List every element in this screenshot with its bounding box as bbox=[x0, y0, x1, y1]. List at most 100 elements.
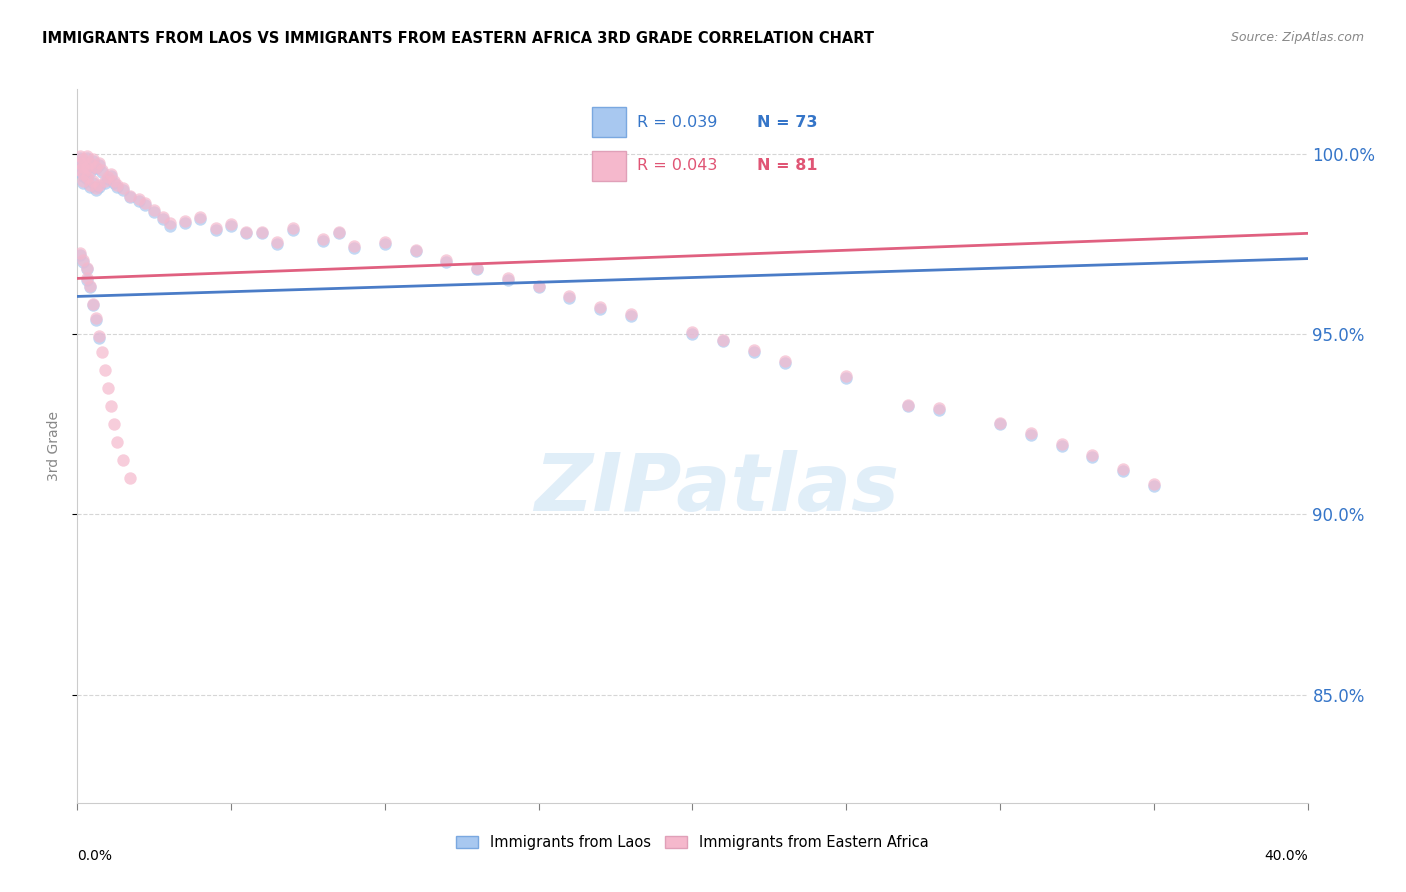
Point bbox=[143, 204, 166, 219]
Text: ZIPatlas: ZIPatlas bbox=[534, 450, 900, 528]
Point bbox=[69, 165, 91, 179]
Point bbox=[897, 398, 920, 412]
Point bbox=[436, 255, 458, 269]
Point bbox=[103, 417, 125, 432]
Point bbox=[90, 165, 114, 179]
Point bbox=[219, 218, 242, 232]
Point bbox=[620, 308, 643, 322]
Point bbox=[76, 271, 98, 285]
Point bbox=[90, 163, 114, 178]
Point bbox=[103, 174, 125, 188]
Point bbox=[682, 326, 704, 340]
Point bbox=[134, 197, 156, 211]
Point bbox=[84, 313, 107, 327]
Point bbox=[72, 255, 94, 269]
Point bbox=[76, 149, 98, 163]
Point bbox=[1081, 450, 1104, 464]
Point bbox=[69, 151, 91, 165]
Point bbox=[558, 289, 581, 303]
Point bbox=[374, 237, 396, 252]
Point bbox=[76, 161, 98, 176]
Point bbox=[82, 296, 104, 310]
Legend: Immigrants from Laos, Immigrants from Eastern Africa: Immigrants from Laos, Immigrants from Ea… bbox=[450, 830, 935, 856]
Text: 0.0%: 0.0% bbox=[77, 849, 112, 863]
Point bbox=[742, 345, 765, 359]
Point bbox=[105, 178, 128, 192]
Point bbox=[928, 401, 950, 416]
Point bbox=[76, 172, 98, 186]
Point bbox=[82, 174, 104, 188]
Text: R = 0.039: R = 0.039 bbox=[637, 115, 717, 130]
Point bbox=[204, 223, 226, 237]
Point bbox=[87, 158, 110, 172]
Point bbox=[152, 211, 174, 226]
Point bbox=[266, 237, 288, 252]
Point bbox=[374, 235, 396, 250]
Point bbox=[94, 174, 117, 188]
Point bbox=[235, 225, 257, 239]
Point bbox=[527, 280, 550, 294]
Bar bbox=[592, 108, 626, 137]
Bar bbox=[592, 151, 626, 180]
Point bbox=[112, 453, 135, 467]
Point bbox=[711, 334, 734, 349]
Point bbox=[281, 221, 304, 235]
Point bbox=[928, 403, 950, 417]
Point bbox=[82, 176, 104, 190]
Point bbox=[97, 381, 120, 395]
Point bbox=[82, 154, 104, 169]
Point bbox=[72, 154, 94, 169]
Point bbox=[1112, 464, 1135, 478]
Point bbox=[250, 227, 273, 241]
Point bbox=[250, 225, 273, 239]
Point bbox=[76, 151, 98, 165]
Point bbox=[465, 262, 488, 277]
Point bbox=[188, 210, 212, 224]
Point bbox=[84, 181, 107, 195]
Text: 40.0%: 40.0% bbox=[1264, 849, 1308, 863]
Point bbox=[97, 172, 120, 186]
Point bbox=[152, 210, 174, 224]
Point bbox=[79, 178, 101, 192]
Point bbox=[72, 153, 94, 167]
Point bbox=[76, 170, 98, 185]
Point bbox=[79, 158, 101, 172]
Point bbox=[465, 260, 488, 275]
Point bbox=[100, 167, 122, 181]
Point bbox=[84, 183, 107, 197]
Point bbox=[328, 227, 350, 241]
Point bbox=[711, 333, 734, 347]
Point bbox=[82, 153, 104, 167]
Point bbox=[69, 246, 91, 260]
Point bbox=[1019, 428, 1042, 442]
Point bbox=[159, 219, 181, 234]
Point bbox=[988, 417, 1011, 432]
Point bbox=[84, 160, 107, 174]
Point bbox=[69, 156, 91, 170]
Point bbox=[76, 160, 98, 174]
Point bbox=[72, 161, 94, 176]
Point bbox=[312, 232, 335, 246]
Point bbox=[87, 331, 110, 345]
Point bbox=[1143, 476, 1166, 491]
Point bbox=[343, 241, 366, 255]
Point bbox=[328, 225, 350, 239]
Point bbox=[79, 156, 101, 170]
Point bbox=[69, 163, 91, 178]
Point bbox=[1112, 462, 1135, 476]
Text: R = 0.043: R = 0.043 bbox=[637, 158, 717, 173]
Point bbox=[112, 181, 135, 195]
Point bbox=[527, 278, 550, 293]
Point bbox=[84, 161, 107, 176]
Text: Source: ZipAtlas.com: Source: ZipAtlas.com bbox=[1230, 31, 1364, 45]
Point bbox=[69, 149, 91, 163]
Point bbox=[1081, 448, 1104, 462]
Point bbox=[589, 300, 612, 314]
Point bbox=[94, 176, 117, 190]
Point bbox=[87, 329, 110, 343]
Point bbox=[84, 311, 107, 326]
Point bbox=[219, 219, 242, 234]
Point bbox=[620, 310, 643, 324]
Point bbox=[103, 176, 125, 190]
Point bbox=[235, 227, 257, 241]
